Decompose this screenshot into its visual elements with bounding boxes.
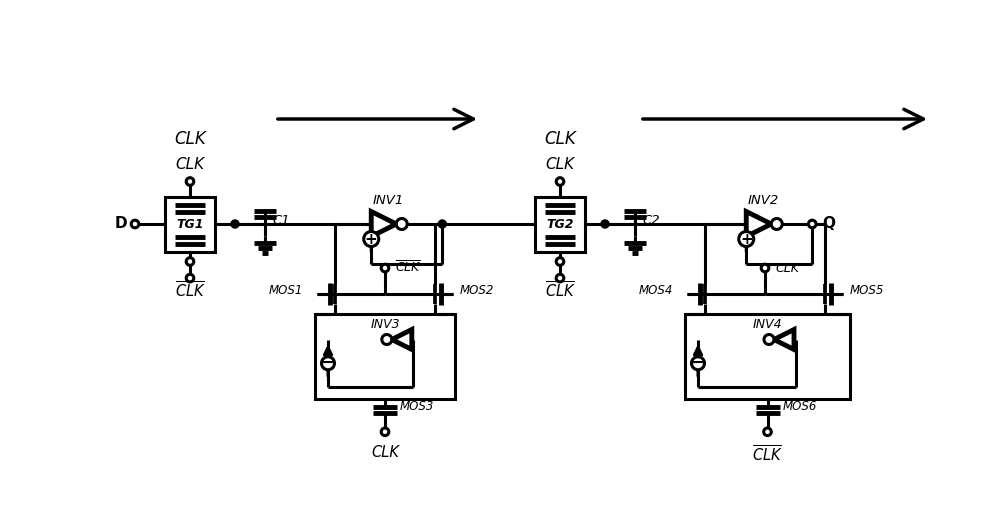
Circle shape	[771, 219, 782, 230]
Text: Q: Q	[822, 216, 835, 232]
Text: CLK: CLK	[545, 157, 575, 172]
Circle shape	[381, 428, 389, 435]
Text: MOS1: MOS1	[269, 285, 303, 298]
Text: INV2: INV2	[747, 193, 779, 206]
Text: TG2: TG2	[546, 217, 574, 231]
Circle shape	[556, 258, 564, 265]
Circle shape	[186, 178, 194, 185]
Bar	[315, 314, 455, 399]
Text: CLK: CLK	[175, 157, 205, 172]
Circle shape	[439, 221, 445, 227]
Circle shape	[764, 428, 771, 435]
Text: C2: C2	[642, 214, 660, 227]
Circle shape	[808, 220, 816, 228]
Circle shape	[232, 221, 238, 227]
Circle shape	[739, 232, 754, 246]
Text: INV1: INV1	[372, 193, 404, 206]
Text: $\overline{CLK}$: $\overline{CLK}$	[175, 280, 205, 300]
Text: MOS3: MOS3	[400, 400, 434, 413]
Text: C1: C1	[272, 214, 290, 227]
Circle shape	[382, 334, 392, 344]
Text: CLK: CLK	[371, 445, 399, 460]
Text: CLK: CLK	[544, 130, 576, 148]
Circle shape	[186, 274, 194, 282]
Text: TG1: TG1	[176, 217, 204, 231]
Text: +: +	[365, 232, 378, 246]
Circle shape	[131, 220, 139, 228]
Circle shape	[556, 274, 564, 282]
Circle shape	[761, 264, 769, 272]
Text: D: D	[114, 216, 127, 232]
Text: −: −	[690, 354, 706, 372]
Circle shape	[602, 221, 608, 227]
Circle shape	[764, 334, 774, 344]
Bar	[685, 314, 850, 399]
Circle shape	[556, 178, 564, 185]
Text: MOS6: MOS6	[782, 400, 817, 413]
Text: CLK: CLK	[174, 130, 206, 148]
Bar	[165, 196, 215, 252]
Text: MOS2: MOS2	[460, 285, 494, 298]
Circle shape	[381, 264, 389, 272]
Text: +: +	[740, 232, 753, 246]
Text: −: −	[320, 354, 336, 372]
Text: MOS4: MOS4	[639, 285, 673, 298]
Text: $\overline{CLK}$: $\overline{CLK}$	[395, 260, 422, 276]
Text: INV4: INV4	[753, 318, 782, 331]
Circle shape	[322, 357, 334, 370]
Text: CLK: CLK	[775, 261, 799, 275]
Circle shape	[186, 258, 194, 265]
Text: $\overline{CLK}$: $\overline{CLK}$	[752, 445, 783, 465]
Bar	[535, 196, 585, 252]
Circle shape	[364, 232, 379, 246]
Text: INV3: INV3	[370, 318, 400, 331]
Circle shape	[692, 357, 704, 370]
Circle shape	[396, 219, 407, 230]
Text: $\overline{CLK}$: $\overline{CLK}$	[545, 280, 575, 300]
Text: MOS5: MOS5	[850, 285, 884, 298]
